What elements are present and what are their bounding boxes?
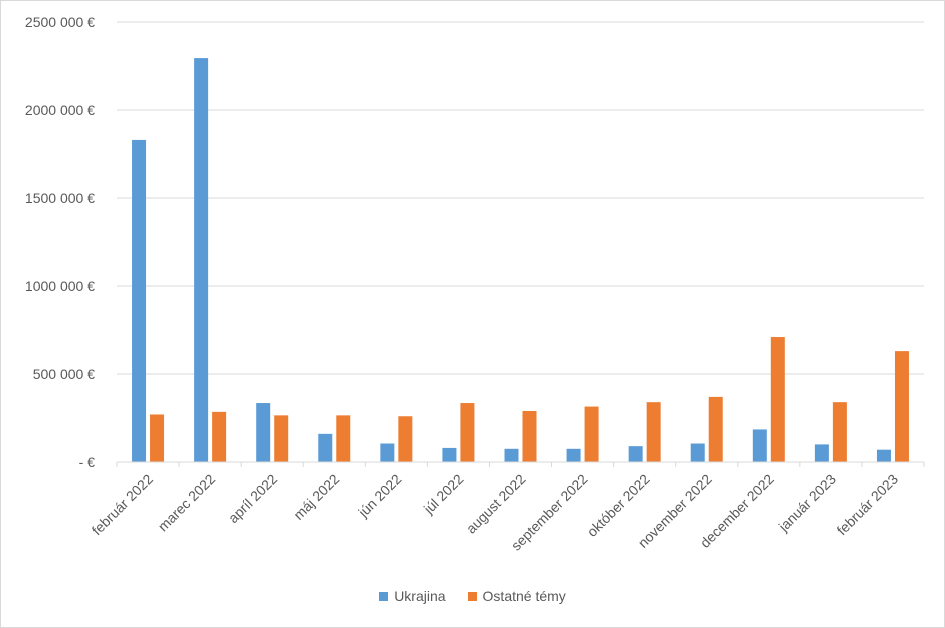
bar-ukrajina [442,447,457,462]
bar-ostatne-temy [336,415,351,462]
bar-ostatne-temy [398,416,413,462]
y-tick-label: 1000 000 € [25,278,95,294]
x-tick-label: február 2023 [834,471,902,539]
gridlines [117,21,924,375]
bar-ukrajina [566,448,581,462]
bar-ukrajina [876,449,891,462]
legend-label-ostatne-temy: Ostatné témy [482,588,566,604]
bar-ukrajina [814,444,829,462]
legend: Ukrajina Ostatné témy [0,588,945,604]
bar-ostatne-temy [584,406,599,462]
bar-ukrajina [380,443,395,462]
y-axis-tick-labels: - € 500 000 € 1000 000 € 1500 000 € 2000 000… [25,14,95,470]
legend-swatch-ukrajina [379,591,389,601]
bar-ostatne-temy [274,415,289,462]
bar-ostatne-temy [460,403,475,462]
bar-ostatne-temy [708,396,723,462]
bar-ukrajina [628,446,643,462]
y-tick-label: 2000 000 € [25,102,95,118]
x-tick-label: január 2023 [775,471,839,535]
x-tick-label: júl 2022 [420,471,467,518]
bar-ostatne-temy [150,414,165,462]
legend-label-ukrajina: Ukrajina [394,588,446,604]
legend-swatch-ostatne-temy [467,591,477,601]
x-tick-label: marec 2022 [155,471,219,535]
bar-ukrajina [690,443,705,462]
y-tick-label: 2500 000 € [25,14,95,30]
x-tick-label: august 2022 [463,471,529,537]
x-tick-label: apríl 2022 [225,471,280,526]
x-tick-label: február 2022 [89,471,157,539]
bar-ukrajina [504,448,519,462]
y-tick-label: 500 000 € [33,366,95,382]
x-tick-label: máj 2022 [290,471,342,523]
bar-ostatne-temy [832,402,847,462]
bar-ukrajina [194,58,209,463]
bar-ostatne-temy [522,410,537,462]
bar-ostatne-temy [212,411,227,462]
bar-ukrajina [752,429,767,462]
bar-ukrajina [132,139,147,463]
x-axis [116,461,925,467]
y-tick-label: 1500 000 € [25,190,95,206]
bar-ostatne-temy [894,351,909,462]
bars [132,58,909,463]
legend-item-ukrajina: Ukrajina [379,588,446,604]
bar-ukrajina [318,433,333,462]
y-tick-label: - € [79,454,96,470]
bar-ukrajina [256,403,271,462]
legend-item-ostatne-temy: Ostatné témy [467,588,566,604]
bar-ostatne-temy [770,337,785,462]
x-tick-label: október 2022 [584,471,653,540]
x-tick-label: jún 2022 [354,471,404,521]
bar-ostatne-temy [646,402,661,462]
